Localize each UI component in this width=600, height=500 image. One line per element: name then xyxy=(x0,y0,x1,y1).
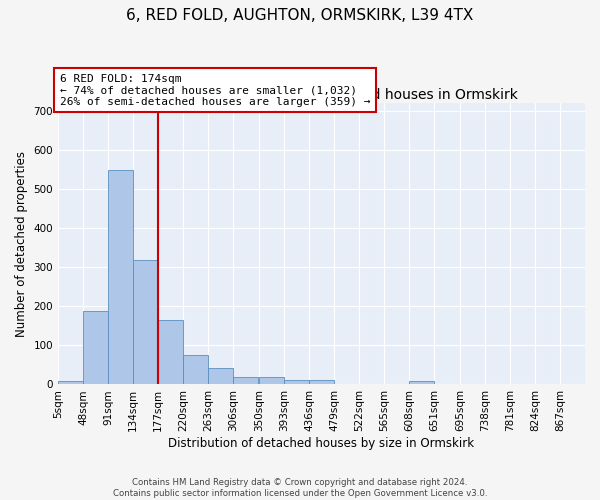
Bar xyxy=(259,378,284,384)
Bar xyxy=(108,170,133,384)
Bar xyxy=(58,380,83,384)
Bar xyxy=(309,380,334,384)
Text: 6 RED FOLD: 174sqm
← 74% of detached houses are smaller (1,032)
26% of semi-deta: 6 RED FOLD: 174sqm ← 74% of detached hou… xyxy=(60,74,370,107)
X-axis label: Distribution of detached houses by size in Ormskirk: Distribution of detached houses by size … xyxy=(169,437,475,450)
Y-axis label: Number of detached properties: Number of detached properties xyxy=(15,150,28,336)
Text: 6, RED FOLD, AUGHTON, ORMSKIRK, L39 4TX: 6, RED FOLD, AUGHTON, ORMSKIRK, L39 4TX xyxy=(127,8,473,22)
Bar xyxy=(83,312,108,384)
Bar xyxy=(284,380,309,384)
Title: Size of property relative to detached houses in Ormskirk: Size of property relative to detached ho… xyxy=(125,88,518,102)
Bar xyxy=(208,368,233,384)
Bar xyxy=(409,382,434,384)
Bar xyxy=(158,320,183,384)
Bar xyxy=(183,355,208,384)
Bar xyxy=(133,260,158,384)
Bar xyxy=(233,376,259,384)
Text: Contains HM Land Registry data © Crown copyright and database right 2024.
Contai: Contains HM Land Registry data © Crown c… xyxy=(113,478,487,498)
